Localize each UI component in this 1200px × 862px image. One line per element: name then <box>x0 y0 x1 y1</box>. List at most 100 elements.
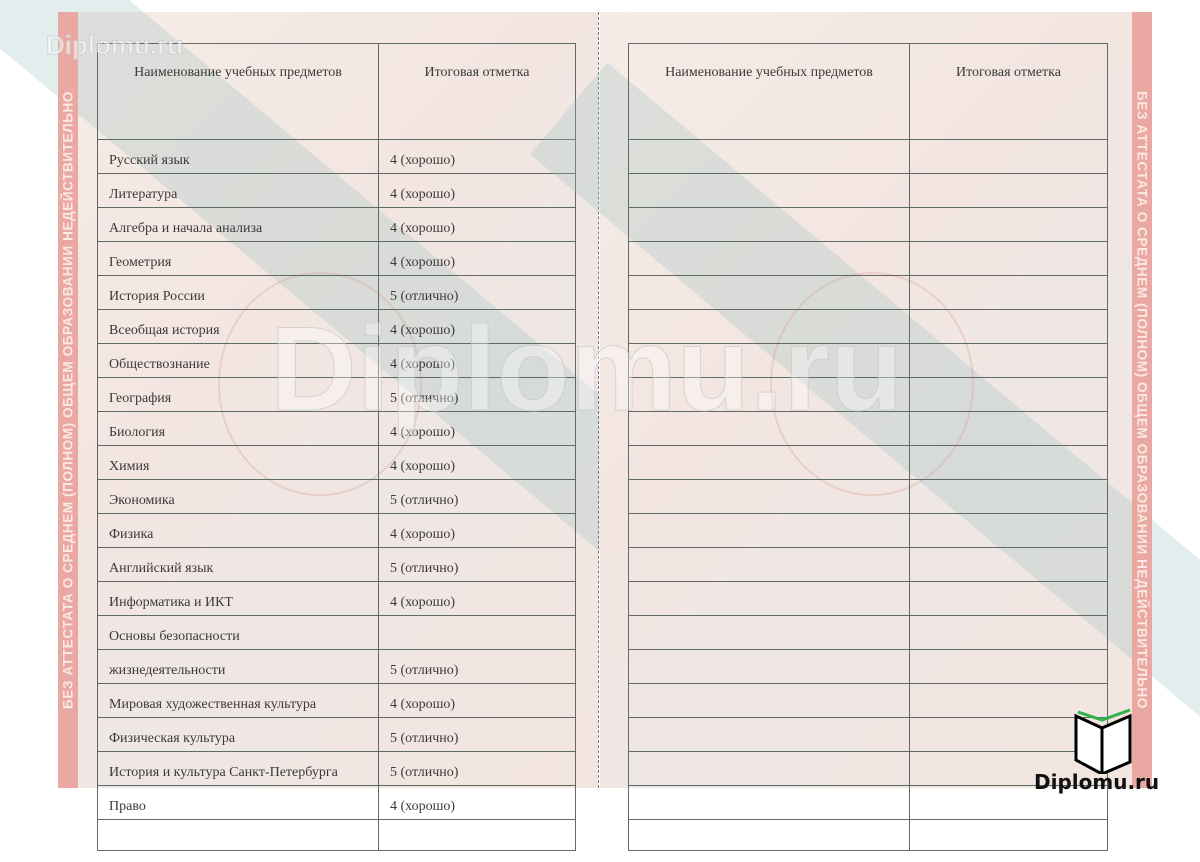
grade-cell <box>909 241 1108 276</box>
subject-cell: Обществознание <box>97 343 379 378</box>
table-row <box>628 717 1108 752</box>
subject-cell: Литература <box>97 173 379 208</box>
table-row: Основы безопасности <box>97 615 576 650</box>
table-row <box>628 615 1108 650</box>
subject-cell <box>628 479 910 514</box>
grades-table-blank: Наименование учебных предметов Итоговая … <box>628 43 1108 851</box>
grade-cell: 4 (хорошо) <box>378 683 576 718</box>
table-row: История и культура Санкт-Петербурга 5 (от… <box>97 751 576 786</box>
grade-cell <box>909 581 1108 616</box>
table-row: Русский язык 4 (хорошо) <box>97 139 576 174</box>
table-row <box>628 445 1108 480</box>
table-row <box>628 173 1108 208</box>
subject-cell <box>628 649 910 684</box>
table-row: Право 4 (хорошо) <box>97 785 576 820</box>
table-row: жизнедеятельности 5 (отлично) <box>97 649 576 684</box>
grade-cell <box>909 819 1108 851</box>
table-row: Экономика 5 (отлично) <box>97 479 576 514</box>
subject-cell <box>628 241 910 276</box>
subject-cell <box>628 173 910 208</box>
subject-cell <box>628 683 910 718</box>
grade-cell <box>909 615 1108 650</box>
subject-cell: Химия <box>97 445 379 480</box>
grade-cell <box>378 819 576 851</box>
table-row: Физика 4 (хорошо) <box>97 513 576 548</box>
watermark: Diplomu.ru <box>269 302 904 437</box>
grade-cell: 5 (отлично) <box>378 275 576 310</box>
subject-cell <box>628 547 910 582</box>
subject-cell: Физика <box>97 513 379 548</box>
table-row: История России 5 (отлично) <box>97 275 576 310</box>
header-subject: Наименование учебных предметов <box>97 43 379 140</box>
subject-cell: Мировая художественная культура <box>97 683 379 718</box>
watermark: Diplomu.ru <box>45 30 184 61</box>
logo-text: Diplomu.ru <box>1034 770 1160 794</box>
grade-cell: 4 (хорошо) <box>378 173 576 208</box>
table-row <box>628 751 1108 786</box>
grade-cell: 5 (отлично) <box>378 649 576 684</box>
table-row <box>628 479 1108 514</box>
table-row <box>628 241 1108 276</box>
table-row: Литература 4 (хорошо) <box>97 173 576 208</box>
subject-cell <box>628 207 910 242</box>
subject-cell <box>628 513 910 548</box>
grade-cell: 4 (хорошо) <box>378 139 576 174</box>
table-row <box>628 683 1108 718</box>
grade-cell <box>909 649 1108 684</box>
table-row <box>628 411 1108 446</box>
security-strip-text: БЕЗ АТТЕСТАТА О СРЕДНЕМ (ПОЛНОМ) ОБЩЕМ О… <box>60 91 76 709</box>
grade-cell <box>909 445 1108 480</box>
header-grade: Итоговая отметка <box>378 43 576 140</box>
grade-cell: 5 (отлично) <box>378 479 576 514</box>
table-row: Всеобщая история 4 (хорошо) <box>97 309 576 344</box>
security-strip-left: БЕЗ АТТЕСТАТА О СРЕДНЕМ (ПОЛНОМ) ОБЩЕМ О… <box>58 12 78 788</box>
subject-cell: История и культура Санкт-Петербурга <box>97 751 379 786</box>
grade-cell: 4 (хорошо) <box>378 207 576 242</box>
subject-cell <box>628 615 910 650</box>
table-row <box>628 649 1108 684</box>
subject-cell <box>628 139 910 174</box>
subject-cell: Биология <box>97 411 379 446</box>
table-row: Обществознание 4 (хорошо) <box>97 343 576 378</box>
subject-cell <box>628 751 910 786</box>
subject-cell: Право <box>97 785 379 820</box>
subject-cell: Алгебра и начала анализа <box>97 207 379 242</box>
header-subject: Наименование учебных предметов <box>628 43 910 140</box>
header-grade: Итоговая отметка <box>909 43 1108 140</box>
table-row <box>628 513 1108 548</box>
subject-cell: Геометрия <box>97 241 379 276</box>
subject-cell: Всеобщая история <box>97 309 379 344</box>
subject-cell: жизнедеятельности <box>97 649 379 684</box>
grade-cell: 5 (отлично) <box>378 717 576 752</box>
table-row <box>628 139 1108 174</box>
subject-cell: Русский язык <box>97 139 379 174</box>
subject-cell <box>628 411 910 446</box>
grade-cell: 4 (хорошо) <box>378 445 576 480</box>
grade-cell <box>909 275 1108 310</box>
grade-cell: 4 (хорошо) <box>378 343 576 378</box>
subject-cell: Основы безопасности <box>97 615 379 650</box>
table-row <box>628 309 1108 344</box>
table-row: Биология 4 (хорошо) <box>97 411 576 446</box>
grade-cell <box>909 139 1108 174</box>
subject-cell <box>628 785 910 820</box>
table-row <box>628 547 1108 582</box>
subject-cell: История России <box>97 275 379 310</box>
grade-cell <box>909 207 1108 242</box>
grade-cell <box>909 309 1108 344</box>
table-row <box>628 819 1108 851</box>
table-row: Алгебра и начала анализа 4 (хорошо) <box>97 207 576 242</box>
grade-cell <box>909 377 1108 412</box>
grade-cell <box>378 615 576 650</box>
grade-cell <box>909 343 1108 378</box>
grade-cell: 4 (хорошо) <box>378 241 576 276</box>
grade-cell: 4 (хорошо) <box>378 513 576 548</box>
subject-cell <box>628 343 910 378</box>
grade-cell: 4 (хорошо) <box>378 785 576 820</box>
grade-cell: 4 (хорошо) <box>378 411 576 446</box>
subject-cell <box>628 445 910 480</box>
subject-cell: Экономика <box>97 479 379 514</box>
subject-cell <box>628 309 910 344</box>
subject-cell <box>628 717 910 752</box>
table-row: Информатика и ИКТ 4 (хорошо) <box>97 581 576 616</box>
